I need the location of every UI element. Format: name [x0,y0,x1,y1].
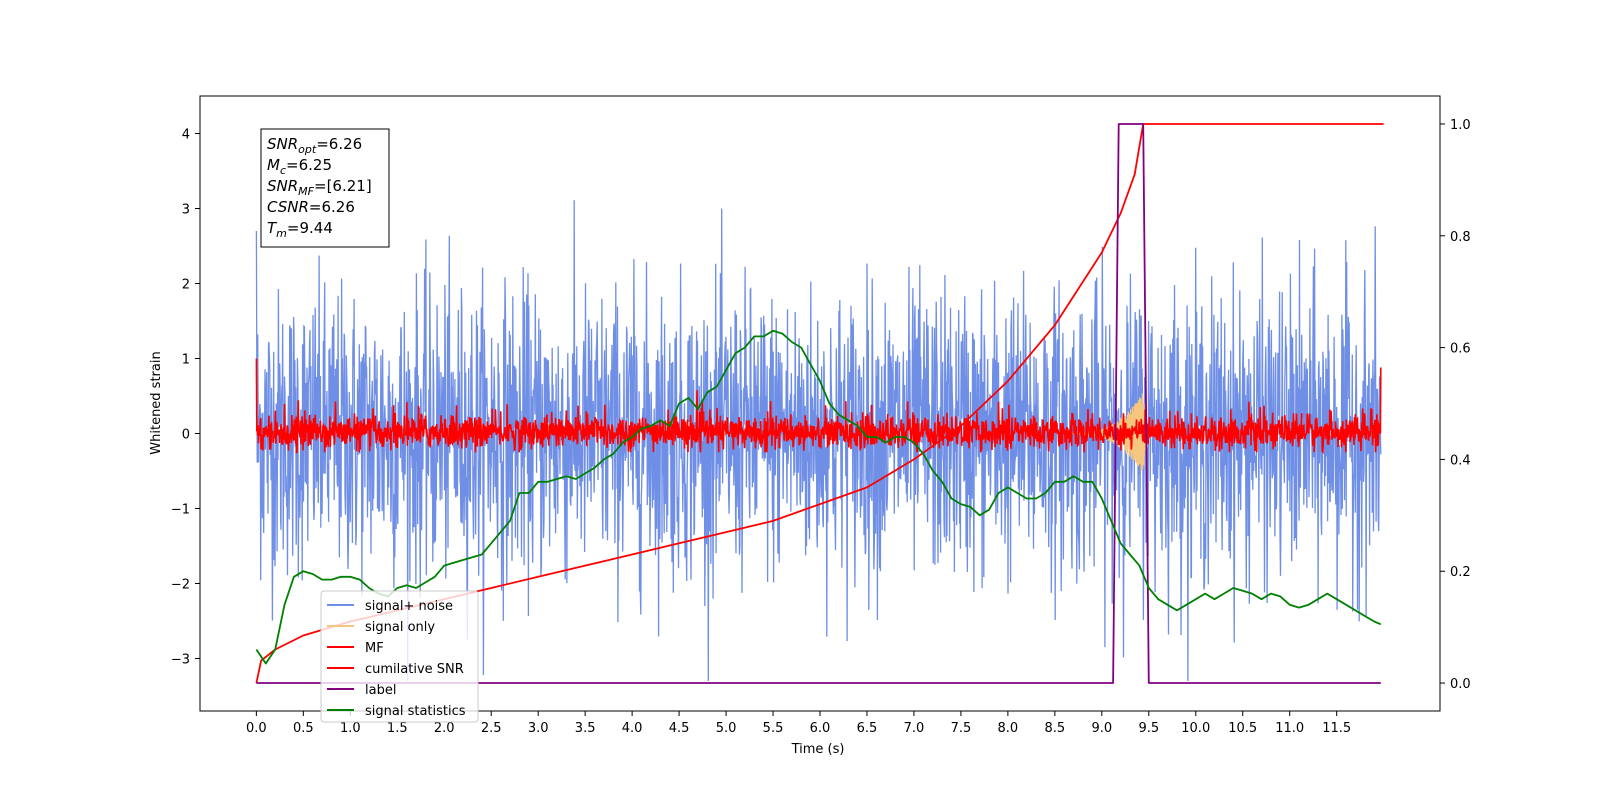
x-tick-label: 4.5 [669,721,690,736]
x-axis-label: Time (s) [791,742,845,757]
x-tick-label: 5.5 [763,721,784,736]
annotation-line: Mc=6.25 [267,156,332,177]
x-tick-label: 7.5 [951,721,972,736]
legend-label: cumilative SNR [365,662,464,677]
x-tick-label: 6.5 [857,721,878,736]
x-tick-label: 11.0 [1275,721,1304,736]
annotation-subscript: c [280,164,286,177]
y-axis-ticks: −3 −2 −1 0 1 2 3 4 [171,128,200,668]
x-tick-label: 9.0 [1091,721,1112,736]
annotation-line: SNRopt=6.26 [267,135,362,156]
x-tick-label: 1.5 [387,721,408,736]
annotation-line: SNRMF=[6.21] [267,177,372,198]
y-tick-label: −1 [171,503,190,518]
x-tick-label: 8.5 [1045,721,1066,736]
x-tick-label: 7.0 [904,721,925,736]
series-label [256,123,1381,684]
y2-tick-label: 0.4 [1450,453,1471,468]
x-tick-label: 2.0 [434,721,455,736]
y-tick-label: 0 [182,428,190,443]
x-tick-label: 3.0 [528,721,549,736]
annotation-value: =[6.21] [314,177,372,195]
x-tick-label: 8.0 [998,721,1019,736]
y-tick-label: 4 [182,128,190,143]
y2-tick-label: 0.8 [1450,230,1471,245]
annotation-value: =9.44 [287,219,333,237]
annotation-variable: M [267,156,280,174]
y2-tick-label: 0.2 [1450,565,1471,580]
y-tick-label: −3 [171,653,190,668]
x-tick-label: 3.5 [575,721,596,736]
annotation-subscript: opt [298,143,317,156]
x-tick-label: 1.0 [340,721,361,736]
series-signal-statistics [255,329,1382,665]
annotation-frame [260,128,390,248]
x-tick-label: 0.5 [293,721,314,736]
y-tick-label: 2 [182,278,190,293]
annotation-variable: CSNR [267,198,309,216]
legend-label: label [365,683,396,698]
annotation-line: Tm=9.44 [267,219,333,240]
x-tick-label: 6.0 [810,721,831,736]
annotation-box: SNRopt=6.26Mc=6.25SNRMF=[6.21]CSNR=6.26T… [260,128,390,248]
series-mf [255,358,1382,455]
annotation-variable: T [267,219,278,237]
x-tick-label: 10.5 [1228,721,1257,736]
annotation-variable: SNR [267,135,298,153]
legend: signal+ noise signal only MF cumilative SNR… [320,590,479,723]
y2-tick-label: 1.0 [1450,118,1471,133]
y-axis-label: Whitened strain [149,351,164,454]
y-tick-label: −2 [171,578,190,593]
y2-tick-label: 0.6 [1450,342,1471,357]
x-tick-label: 0.0 [246,721,267,736]
x-tick-label: 2.5 [481,721,502,736]
y-tick-label: 3 [182,203,190,218]
x-tick-label: 9.5 [1138,721,1159,736]
legend-label: signal statistics [365,704,466,719]
annotation-value: =6.25 [286,156,332,174]
y2-axis-ticks: 0.0 0.2 0.4 0.6 0.8 1.0 [1440,118,1471,692]
legend-label: signal+ noise [365,599,453,614]
annotation-value: =6.26 [309,198,355,216]
annotation-line: CSNR=6.26 [267,198,355,216]
x-tick-label: 5.0 [716,721,737,736]
annotation-subscript: m [276,227,287,240]
annotation-variable: SNR [267,177,298,195]
x-tick-label: 11.5 [1322,721,1351,736]
legend-label: signal only [365,620,435,635]
annotation-value: =6.26 [316,135,362,153]
annotation-subscript: MF [298,185,314,198]
legend-frame [320,590,479,723]
y-tick-label: 1 [182,353,190,368]
x-tick-label: 10.0 [1181,721,1210,736]
x-axis-ticks: 0.0 0.5 1.0 1.5 2.0 2.5 3.0 3.5 4.0 4.5 5.0 5.5 6.0 6… [246,711,1351,736]
legend-label: MF [365,641,384,656]
x-tick-label: 4.0 [622,721,643,736]
y2-tick-label: 0.0 [1450,677,1471,692]
